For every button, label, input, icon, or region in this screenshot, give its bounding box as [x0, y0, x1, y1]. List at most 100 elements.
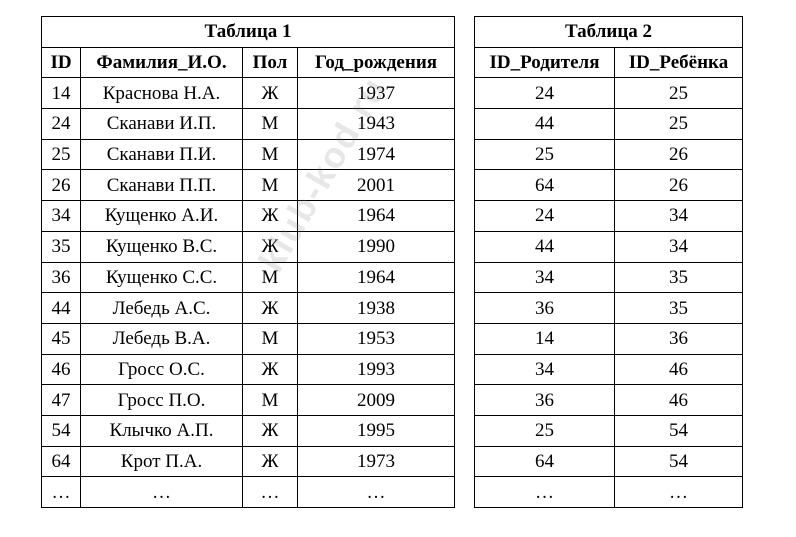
table-cell: 46	[41, 353, 81, 386]
table-row: 14 36	[474, 322, 743, 355]
table-cell: Лебедь А.С.	[80, 292, 243, 324]
table-cell: Ж	[242, 77, 298, 110]
header-child-id: ID_Ребёнка	[614, 46, 743, 79]
table-cell: 35	[614, 261, 743, 294]
table-cell: 1953	[296, 322, 456, 355]
table-cell: М	[242, 322, 298, 355]
table-row: 44 25	[474, 108, 743, 140]
table-cell: Кущенко В.С.	[80, 230, 243, 263]
table-cell: Гросс О.С.	[80, 353, 243, 386]
table-cell: М	[242, 384, 298, 416]
table-row: 34 35	[474, 261, 743, 294]
table-cell: Ж	[242, 414, 298, 447]
table-row: 44 Лебедь А.С. Ж 1938	[41, 292, 456, 324]
table-cell: 26	[41, 169, 81, 202]
table-row: 25 54	[474, 414, 743, 447]
table-cell: 34	[474, 261, 615, 294]
table-row: ……	[474, 476, 743, 508]
table-cell: 36	[474, 292, 615, 324]
table-cell: 44	[41, 292, 81, 324]
table-cell: Сканави П.П.	[80, 169, 243, 202]
table-cell: 46	[614, 353, 743, 386]
table-cell: 14	[41, 77, 81, 110]
table-cell: 54	[614, 445, 743, 478]
table-cell: М	[242, 169, 298, 202]
table-cell: 54	[41, 414, 81, 447]
table-cell: 1937	[296, 77, 456, 110]
table-cell: 46	[614, 384, 743, 416]
table-row: 36 46	[474, 384, 743, 416]
table-row: 24 Сканави И.П. М 1943	[41, 108, 456, 140]
table-row: 46 Гросс О.С. Ж 1993	[41, 353, 456, 386]
table-row: 26 Сканави П.П. М 2001	[41, 169, 456, 202]
header-id: ID	[41, 46, 81, 79]
table-cell: 64	[41, 445, 81, 478]
parent-child-table-body: 24 25 44 25 25 26 64 26 24 34 44 34 34 35 36 35 14 36 34 46…	[474, 77, 743, 508]
table-cell: …	[614, 476, 743, 508]
table-cell: 64	[474, 445, 615, 478]
table-cell: 26	[614, 138, 743, 171]
table-row: 35 Кущенко В.С. Ж 1990	[41, 230, 456, 263]
people-table: Таблица 1 ID Фамилия_И.О. Пол Год_рожден…	[40, 16, 456, 508]
table-cell: 1973	[296, 445, 456, 478]
table-cell: …	[474, 476, 615, 508]
table-cell: Гросс П.О.	[80, 384, 243, 416]
table-cell: Лебедь В.А.	[80, 322, 243, 355]
table-cell: 34	[41, 200, 81, 232]
table-cell: …	[80, 476, 243, 508]
table-cell: Ж	[242, 230, 298, 263]
table-cell: 45	[41, 322, 81, 355]
table-cell: 24	[474, 77, 615, 110]
table-row: 36 Кущенко С.С. М 1964	[41, 261, 456, 294]
table-row: 45 Лебедь В.А. М 1953	[41, 322, 456, 355]
table-cell: 36	[474, 384, 615, 416]
table-cell: 25	[474, 138, 615, 171]
table-row: 34 Кущенко А.И. Ж 1964	[41, 200, 456, 232]
table-cell: 34	[614, 200, 743, 232]
table-cell: 1993	[296, 353, 456, 386]
table-cell: Кущенко А.И.	[80, 200, 243, 232]
table-cell: …	[242, 476, 298, 508]
header-birth-year: Год_рождения	[296, 46, 456, 79]
table-cell: 24	[474, 200, 615, 232]
table-cell: 34	[614, 230, 743, 263]
table-cell: Сканави И.П.	[80, 108, 243, 140]
table-cell: Краснова Н.А.	[80, 77, 243, 110]
table-cell: 35	[41, 230, 81, 263]
table-cell: 25	[41, 138, 81, 171]
table-row: …………	[41, 476, 456, 508]
table-cell: 1964	[296, 200, 456, 232]
table-row: 14 Краснова Н.А. Ж 1937	[41, 77, 456, 110]
table-cell: 1974	[296, 138, 456, 171]
table-row: 24 34	[474, 200, 743, 232]
table-cell: 1943	[296, 108, 456, 140]
table-cell: 25	[614, 77, 743, 110]
table-cell: 64	[474, 169, 615, 202]
table-cell: Клычко А.П.	[80, 414, 243, 447]
table-row: 54 Клычко А.П. Ж 1995	[41, 414, 456, 447]
table-cell: Ж	[242, 292, 298, 324]
table-cell: 2001	[296, 169, 456, 202]
table-row: 44 34	[474, 230, 743, 263]
table-cell: М	[242, 108, 298, 140]
table-cell: 1964	[296, 261, 456, 294]
table-cell: 1938	[296, 292, 456, 324]
table-row: 34 46	[474, 353, 743, 386]
table-row: 64 Крот П.А. Ж 1973	[41, 445, 456, 478]
table-row: 64 54	[474, 445, 743, 478]
table-cell: Ж	[242, 353, 298, 386]
table-cell: 47	[41, 384, 81, 416]
table-cell: 26	[614, 169, 743, 202]
table-cell: 25	[614, 108, 743, 140]
header-sex: Пол	[242, 46, 298, 79]
table-row: 47 Гросс П.О. М 2009	[41, 384, 456, 416]
table-cell: …	[296, 476, 456, 508]
table-row: 36 35	[474, 292, 743, 324]
table-cell: Кущенко С.С.	[80, 261, 243, 294]
header-parent-id: ID_Родителя	[474, 46, 615, 79]
table-cell: Ж	[242, 445, 298, 478]
table-row: 24 25	[474, 77, 743, 110]
table-cell: 24	[41, 108, 81, 140]
table-cell: 44	[474, 230, 615, 263]
table-cell: 34	[474, 353, 615, 386]
